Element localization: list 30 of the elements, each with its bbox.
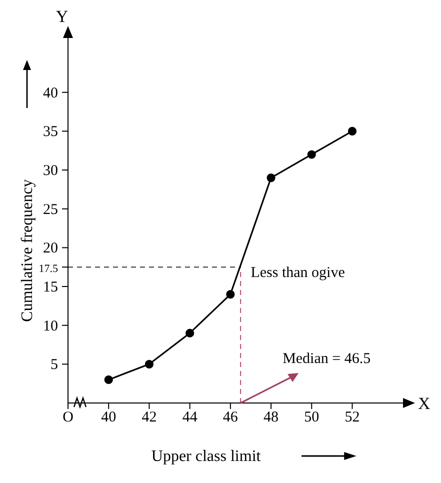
- y-tick-label: 40: [43, 85, 58, 102]
- text: X: [418, 394, 430, 413]
- x-tick-label: 48: [264, 410, 279, 426]
- x-tick-label: 42: [142, 410, 157, 426]
- x-axis-title: Upper class limit: [151, 448, 262, 465]
- y-tick-label: 5: [50, 357, 58, 374]
- x-tick-label: 50: [304, 410, 320, 426]
- x-tick-label: 40: [101, 410, 116, 426]
- y-axis-title: Cumulative frequency: [19, 179, 36, 322]
- point: [266, 173, 276, 182]
- point: [226, 290, 235, 299]
- y-tick-label: 10: [43, 318, 58, 334]
- y-tick-label: 30: [43, 163, 58, 180]
- series-label: Less than ogive: [250, 265, 346, 282]
- x-tick-label: 44: [182, 410, 198, 426]
- point: [104, 375, 113, 384]
- x-tick-label: O: [62, 410, 74, 426]
- y-tick-label: 20: [43, 240, 58, 257]
- point: [307, 150, 316, 159]
- annotation: Median = 46.5: [282, 351, 371, 367]
- point: [186, 328, 194, 338]
- x-tick-label: 46: [222, 410, 238, 426]
- x-tick-label: 52: [344, 410, 360, 426]
- y-tick-label: 25: [43, 202, 58, 218]
- y-tick-label: 35: [43, 124, 58, 140]
- text: Y: [56, 7, 68, 26]
- y-tick-label: 17.5: [38, 263, 58, 276]
- y-tick-label: 15: [43, 280, 58, 296]
- point: [144, 360, 154, 368]
- point: [348, 126, 357, 136]
